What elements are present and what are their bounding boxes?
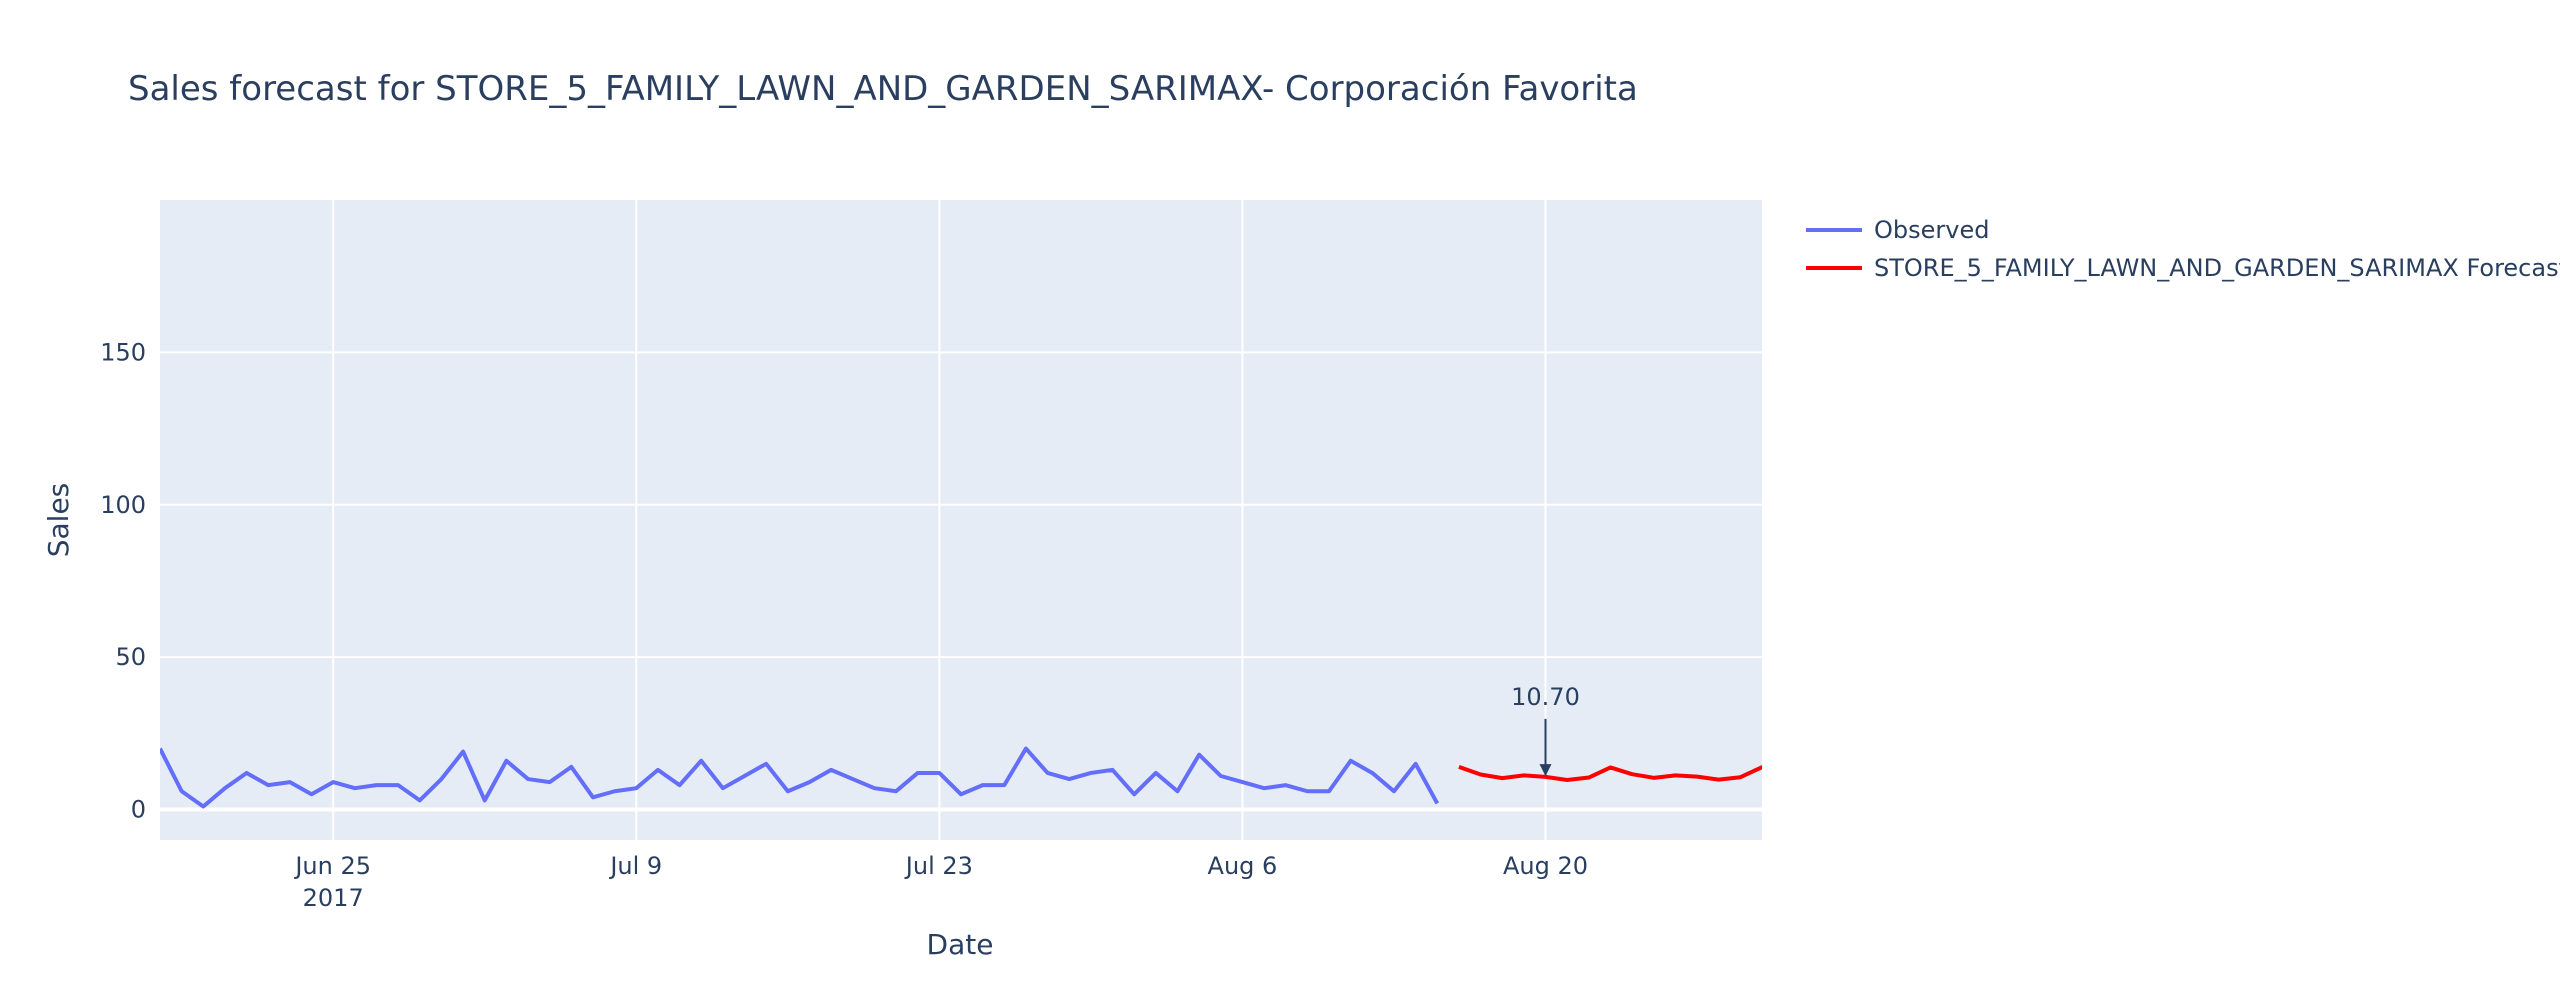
legend-item-label[interactable]: STORE_5_FAMILY_LAWN_AND_GARDEN_SARIMAX F…	[1874, 254, 2560, 282]
y-tick-label: 50	[115, 643, 146, 671]
series	[160, 746, 1784, 809]
series-line-forecast[interactable]	[1458, 764, 1784, 782]
legend-item-label[interactable]: Observed	[1874, 216, 1989, 244]
x-tick-label: Aug 6	[1208, 852, 1278, 880]
y-axis-title: Sales	[42, 483, 75, 558]
legend[interactable]: Observed STORE_5_FAMILY_LAWN_AND_GARDEN_S…	[1806, 216, 2560, 282]
tick-labels: 0 50 100 150 Jun 25 2017 Jul 9 Jul 23 Aug 6 Aug 2…	[100, 338, 1588, 912]
x-tick-sublabel: 2017	[303, 884, 364, 912]
x-tick-label: Aug 20	[1503, 852, 1588, 880]
y-tick-label: 150	[100, 338, 146, 366]
y-tick-label: 100	[100, 491, 146, 519]
x-tick-label: Jun 25	[293, 852, 371, 880]
x-axis-title: Date	[927, 928, 994, 961]
series-line-observed[interactable]	[160, 746, 1440, 809]
grid	[160, 200, 1762, 840]
annotation-label: 10.70	[1511, 683, 1580, 711]
annotations: 10.70	[1511, 683, 1580, 777]
chart-title: Sales forecast for STORE_5_FAMILY_LAWN_A…	[128, 69, 1638, 109]
plot-area	[160, 200, 1762, 840]
x-tick-label: Jul 9	[608, 852, 662, 880]
x-tick-label: Jul 23	[904, 852, 973, 880]
y-tick-label: 0	[131, 796, 146, 824]
